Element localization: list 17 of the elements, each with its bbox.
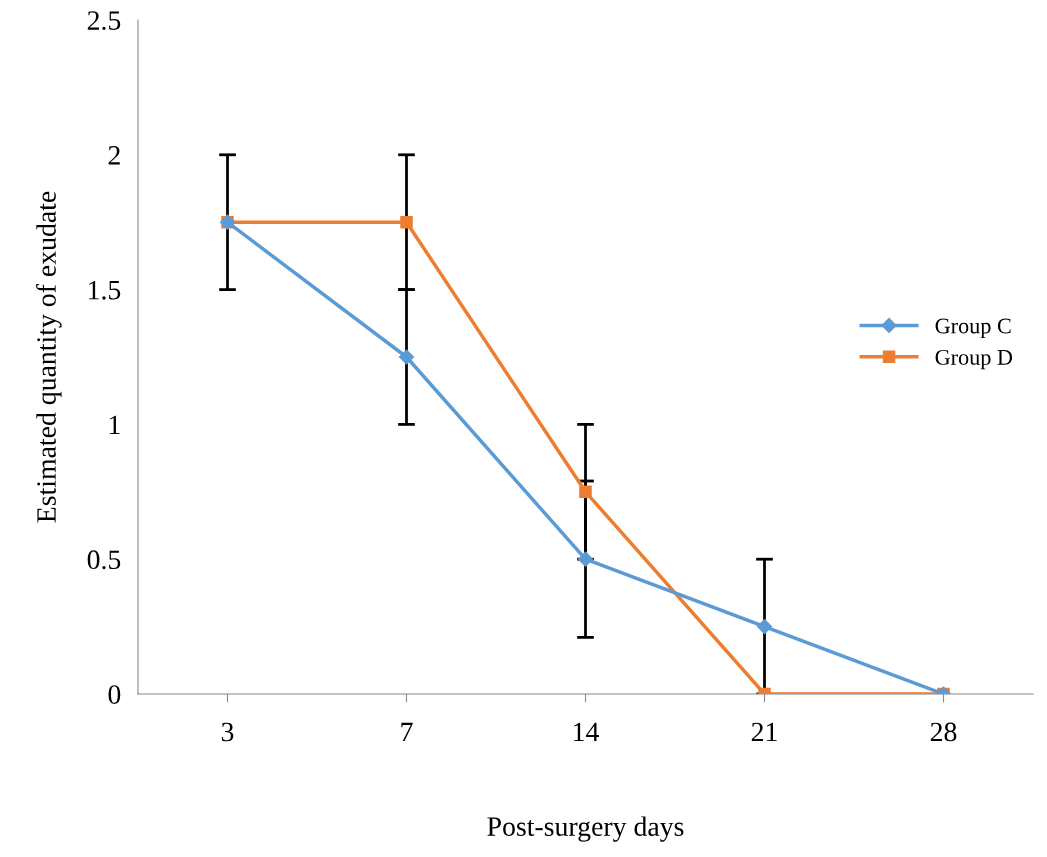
x-tick-label: 28 — [930, 722, 957, 742]
y-axis-title: Estimated quantity of exudate — [36, 191, 62, 523]
point — [398, 349, 415, 365]
x-tick-label: 14 — [574, 722, 599, 742]
x-tick-label: 21 — [751, 722, 777, 742]
x-tick-label: 3 — [221, 722, 234, 742]
point — [400, 215, 413, 229]
x-axis-title: Post-surgery days — [487, 816, 684, 842]
y-tick-label: 2 — [108, 146, 120, 165]
y-tick-label: 1 — [109, 415, 120, 435]
legend-label: Group D — [935, 349, 1013, 370]
y-tick-label: 0.5 — [87, 550, 121, 570]
x-tick-label: 7 — [401, 722, 413, 742]
legend-label: Group C — [935, 318, 1011, 338]
y-tick-label: 1.5 — [89, 280, 121, 300]
y-tick-label: 0 — [108, 685, 121, 704]
y-tick-label: 2.5 — [87, 11, 121, 31]
